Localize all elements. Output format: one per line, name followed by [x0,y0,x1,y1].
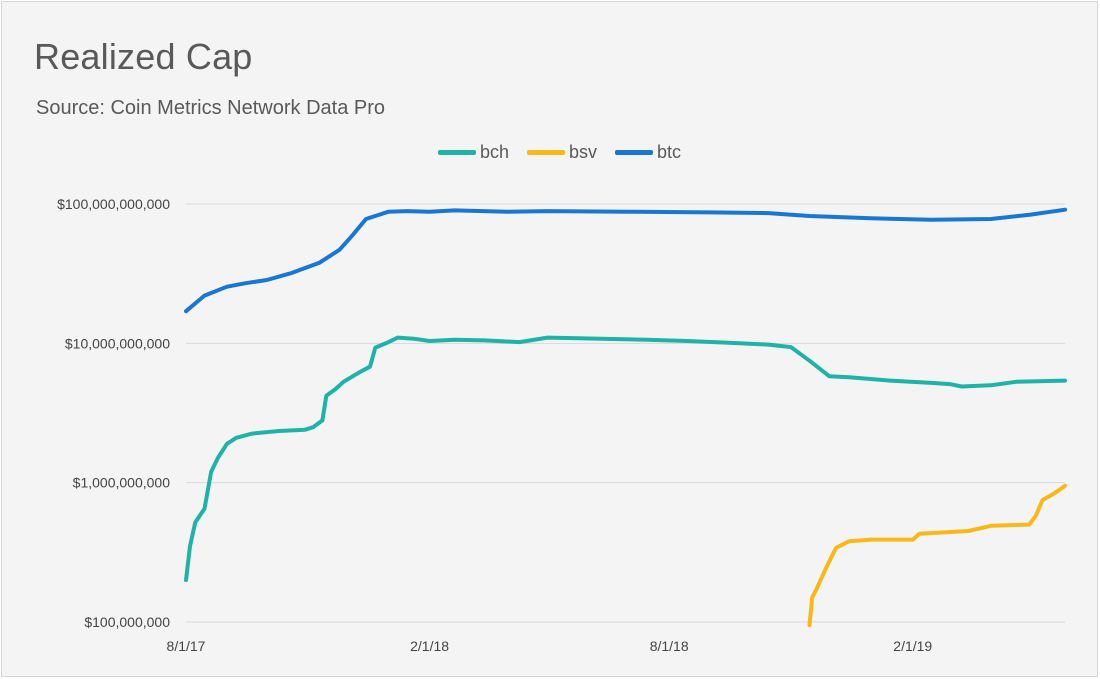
legend-swatch-btc [615,150,654,155]
series-line-bsv [807,483,1067,628]
y-tick-label: $10,000,000,000 [65,335,170,351]
legend-swatch-bch [438,150,476,155]
legend-label-btc: btc [657,142,682,162]
legend-item-bch: bch [438,142,509,163]
legend-label-bsv: bsv [569,142,598,162]
x-tick-label: 8/1/17 [167,638,206,654]
x-tick-label: 2/1/19 [893,638,932,654]
chart-subtitle: Source: Coin Metrics Network Data Pro [36,97,386,119]
chart-title: Realized Cap [34,36,253,77]
x-tick-label: 2/1/18 [410,638,449,654]
y-tick-label: $100,000,000,000 [57,196,170,212]
series-line-bch [184,335,1067,583]
series-line-btc [184,207,1067,314]
y-tick-label: $1,000,000,000 [73,475,171,491]
legend-swatch-bsv [527,150,566,155]
legend-label-bch: bch [480,142,510,162]
legend-item-btc: btc [615,142,681,163]
x-tick-label: 8/1/18 [650,638,689,654]
chart-legend: bch bsv btc [438,142,681,163]
legend-item-bsv: bsv [527,142,597,163]
y-tick-label: $100,000,000 [84,614,170,630]
